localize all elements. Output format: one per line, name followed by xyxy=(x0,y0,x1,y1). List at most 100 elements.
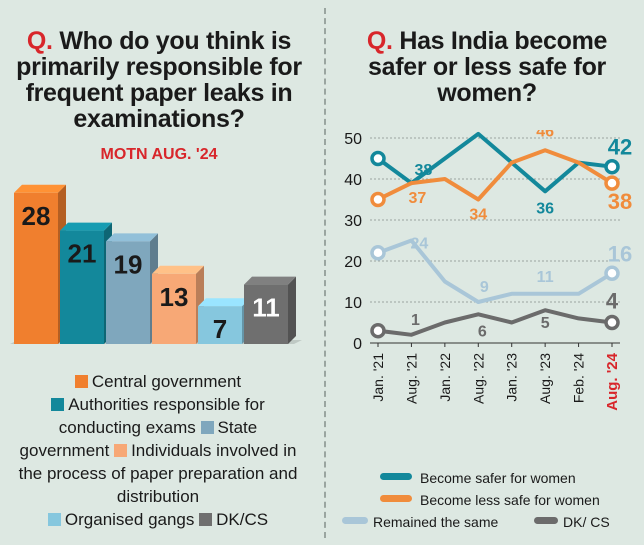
legend-label: Become safer for women xyxy=(420,470,576,486)
right-question: Q. Has India become safer or less safe f… xyxy=(330,28,644,106)
legend-label: State government xyxy=(19,418,258,460)
legend-swatch xyxy=(380,473,412,480)
legend-swatch xyxy=(380,495,412,502)
x-tick-label: Jan. '23 xyxy=(504,353,520,402)
question-line: examinations? xyxy=(73,105,245,133)
legend-swatch xyxy=(342,517,368,524)
series-point xyxy=(604,314,620,331)
bar xyxy=(198,306,242,344)
y-tick-label: 40 xyxy=(344,172,362,189)
data-label: 4 xyxy=(606,289,619,314)
question-line: primarily responsible for xyxy=(16,53,302,81)
legend-entry: Become safer for women xyxy=(380,470,576,486)
series-point xyxy=(604,265,620,282)
legend-label: DK/ CS xyxy=(563,514,610,530)
data-label: 11 xyxy=(537,269,554,286)
bar-value-label: 28 xyxy=(22,201,51,231)
question-prefix: Q. xyxy=(26,27,53,55)
data-label: 6 xyxy=(478,323,487,340)
bar-top xyxy=(60,222,112,231)
legend-swatch xyxy=(47,513,61,526)
data-label: 38 xyxy=(608,189,632,214)
series-point xyxy=(370,191,386,208)
data-label: 5 xyxy=(541,315,550,332)
bar xyxy=(60,230,104,344)
legend-label: Remained the same xyxy=(373,514,499,530)
bar-value-label: 7 xyxy=(213,314,227,344)
left-panel: Q. Who do you think is primarily respons… xyxy=(0,0,318,545)
legend-label: Organised gangs xyxy=(64,510,195,529)
legend-entry: Remained the same xyxy=(342,514,498,530)
y-tick-label: 10 xyxy=(344,295,362,312)
bar-value-label: 13 xyxy=(160,282,189,312)
x-tick-label: Aug. '21 xyxy=(403,353,419,404)
data-label: 16 xyxy=(608,241,632,266)
y-tick-label: 20 xyxy=(344,254,362,271)
series-point xyxy=(604,158,620,175)
x-tick-label: Aug. '24 xyxy=(604,352,621,410)
legend-entry: DK/ CS xyxy=(534,514,610,530)
bar-top xyxy=(152,265,204,274)
y-tick-label: 0 xyxy=(353,336,362,353)
legend-label: Authorities responsible for conducting e… xyxy=(58,395,265,437)
x-tick-label: Aug. '23 xyxy=(537,353,553,404)
bar xyxy=(14,192,58,344)
bar-value-label: 11 xyxy=(252,293,280,323)
series-line xyxy=(376,238,614,304)
legend-swatch xyxy=(534,517,558,524)
poll-tag: MOTN AUG. '24 xyxy=(100,146,218,163)
series-point xyxy=(370,245,386,261)
data-label: 24 xyxy=(411,236,429,253)
bar-top xyxy=(14,184,66,193)
question-prefix: Q. xyxy=(366,27,393,55)
bar-chart: 28 21 19 13 7 11 xyxy=(10,184,302,344)
x-tick-label: Jan. '21 xyxy=(370,353,386,402)
series-point xyxy=(604,175,620,191)
bar-value-label: 19 xyxy=(114,249,143,279)
bar-top xyxy=(106,233,158,242)
legend-swatch xyxy=(199,513,213,526)
question-line: women? xyxy=(437,79,537,107)
bar-side xyxy=(288,276,296,344)
bar-top xyxy=(244,276,296,285)
legend-swatch xyxy=(114,444,128,457)
series-point xyxy=(370,150,386,167)
y-tick-label: 30 xyxy=(344,213,362,230)
question-line: Who do you think is xyxy=(59,27,292,55)
question-line: frequent paper leaks in xyxy=(25,79,293,107)
series-line xyxy=(376,148,614,202)
legend-swatch xyxy=(74,375,88,388)
legend-label: Individuals involved in the process of p… xyxy=(18,441,298,506)
question-line: safer or less safe for xyxy=(368,53,606,81)
panel-divider xyxy=(324,8,326,538)
y-tick-label: 50 xyxy=(344,131,362,148)
data-label: 36 xyxy=(536,200,554,217)
bar-top xyxy=(198,298,250,307)
data-label: 42 xyxy=(608,135,632,160)
line-chart: 0 10 20 30 40 50 Jan. '21 Aug. '21 Jan. '22 Aug. … xyxy=(344,130,632,411)
series-point xyxy=(370,322,386,339)
question-line: Has India become xyxy=(399,27,608,55)
legend-swatch xyxy=(200,421,214,434)
data-label: 9 xyxy=(480,279,489,296)
bar xyxy=(244,284,288,344)
bar-legend: Central government Authorities responsib… xyxy=(18,370,298,531)
legend-swatch xyxy=(51,398,65,411)
x-tick-label: Aug. '22 xyxy=(470,353,486,404)
left-question: Q. Who do you think is primarily respons… xyxy=(0,28,318,132)
x-tick-label: Jan. '22 xyxy=(437,353,453,402)
x-tick-label: Feb. '24 xyxy=(571,353,587,403)
data-label: 46 xyxy=(536,130,554,140)
data-label: 1 xyxy=(411,312,420,329)
series-line xyxy=(376,131,614,194)
legend-label: Central government xyxy=(91,372,242,391)
data-label: 34 xyxy=(469,207,487,224)
bar xyxy=(152,273,196,344)
bar xyxy=(106,241,150,344)
legend-label: DK/CS xyxy=(216,510,269,529)
series-line xyxy=(376,308,614,337)
data-label: 38 xyxy=(415,162,433,179)
bar-value-label: 21 xyxy=(68,239,97,269)
legend-entry: Become less safe for women xyxy=(380,492,600,508)
legend-label: Become less safe for women xyxy=(420,492,600,508)
